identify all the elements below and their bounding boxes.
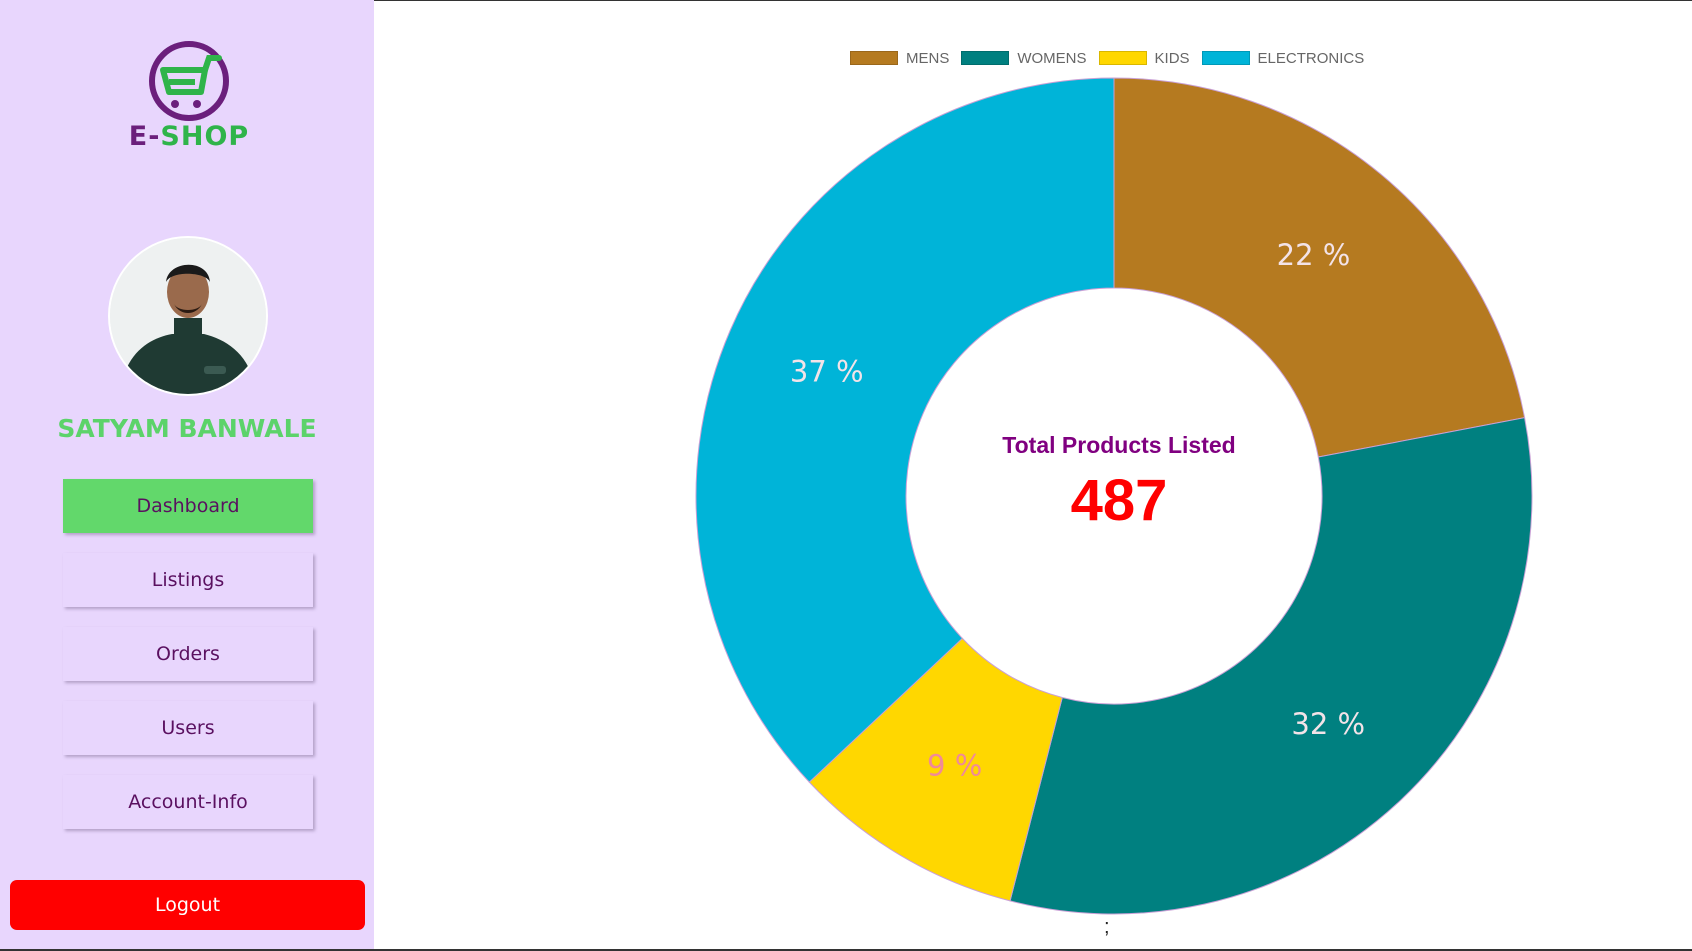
legend-label-kids: KIDS	[1154, 49, 1190, 67]
center-title: Total Products Listed	[1002, 432, 1236, 458]
brand-name: E-SHOP	[128, 121, 250, 152]
nav-orders-button[interactable]: Orders	[63, 627, 313, 681]
legend-swatch-womens	[961, 51, 1010, 65]
category-doughnut-chart: 22 % 32 % 9 % 37 %	[695, 77, 1533, 915]
legend-label-mens: MENS	[906, 49, 950, 67]
user-avatar[interactable]	[108, 236, 268, 396]
legend-label-womens: WOMENS	[1017, 49, 1087, 67]
user-avatar-photo	[110, 238, 266, 394]
total-products-value: 487	[1070, 468, 1168, 533]
slice-label-kids: 9 %	[927, 748, 982, 782]
slice-label-mens: 22 %	[1277, 238, 1351, 272]
legend-item-mens[interactable]: MENS	[850, 50, 949, 67]
legend-item-electronics[interactable]: ELECTRONICS	[1201, 49, 1365, 67]
slice-label-electronics: 37 %	[790, 355, 864, 389]
legend-swatch-electronics	[1201, 51, 1250, 65]
slice-mens[interactable]	[1113, 77, 1526, 458]
bottom-divider	[0, 949, 1692, 951]
legend-swatch-kids	[1098, 51, 1147, 65]
legend-swatch-mens	[850, 51, 898, 65]
sidebar: E-SHOP SATYAM BANWALE Dashboard Listings…	[0, 0, 374, 951]
nav-account-info-button[interactable]: Account-Info	[63, 775, 313, 829]
cart-logo-icon	[149, 41, 229, 121]
slice-label-womens: 32 %	[1291, 707, 1365, 741]
legend-label-electronics: ELECTRONICS	[1257, 49, 1365, 67]
slice-womens[interactable]	[1009, 417, 1533, 915]
footer-text: ;	[1104, 916, 1110, 938]
user-name: SATYAM BANWALE	[57, 414, 317, 443]
slice-electronics[interactable]	[695, 77, 1115, 783]
eshop-logo[interactable]: E-SHOP	[125, 40, 253, 155]
chart-legend: MENS WOMENS KIDS ELECTRONICS	[850, 48, 1376, 68]
legend-item-kids[interactable]: KIDS	[1098, 49, 1190, 67]
logout-button[interactable]: Logout	[10, 880, 365, 930]
top-divider	[374, 0, 1692, 1]
nav-users-button[interactable]: Users	[63, 701, 313, 755]
nav-listings-button[interactable]: Listings	[63, 553, 313, 607]
legend-item-womens[interactable]: WOMENS	[961, 49, 1087, 67]
nav-dashboard-button[interactable]: Dashboard	[63, 479, 313, 533]
